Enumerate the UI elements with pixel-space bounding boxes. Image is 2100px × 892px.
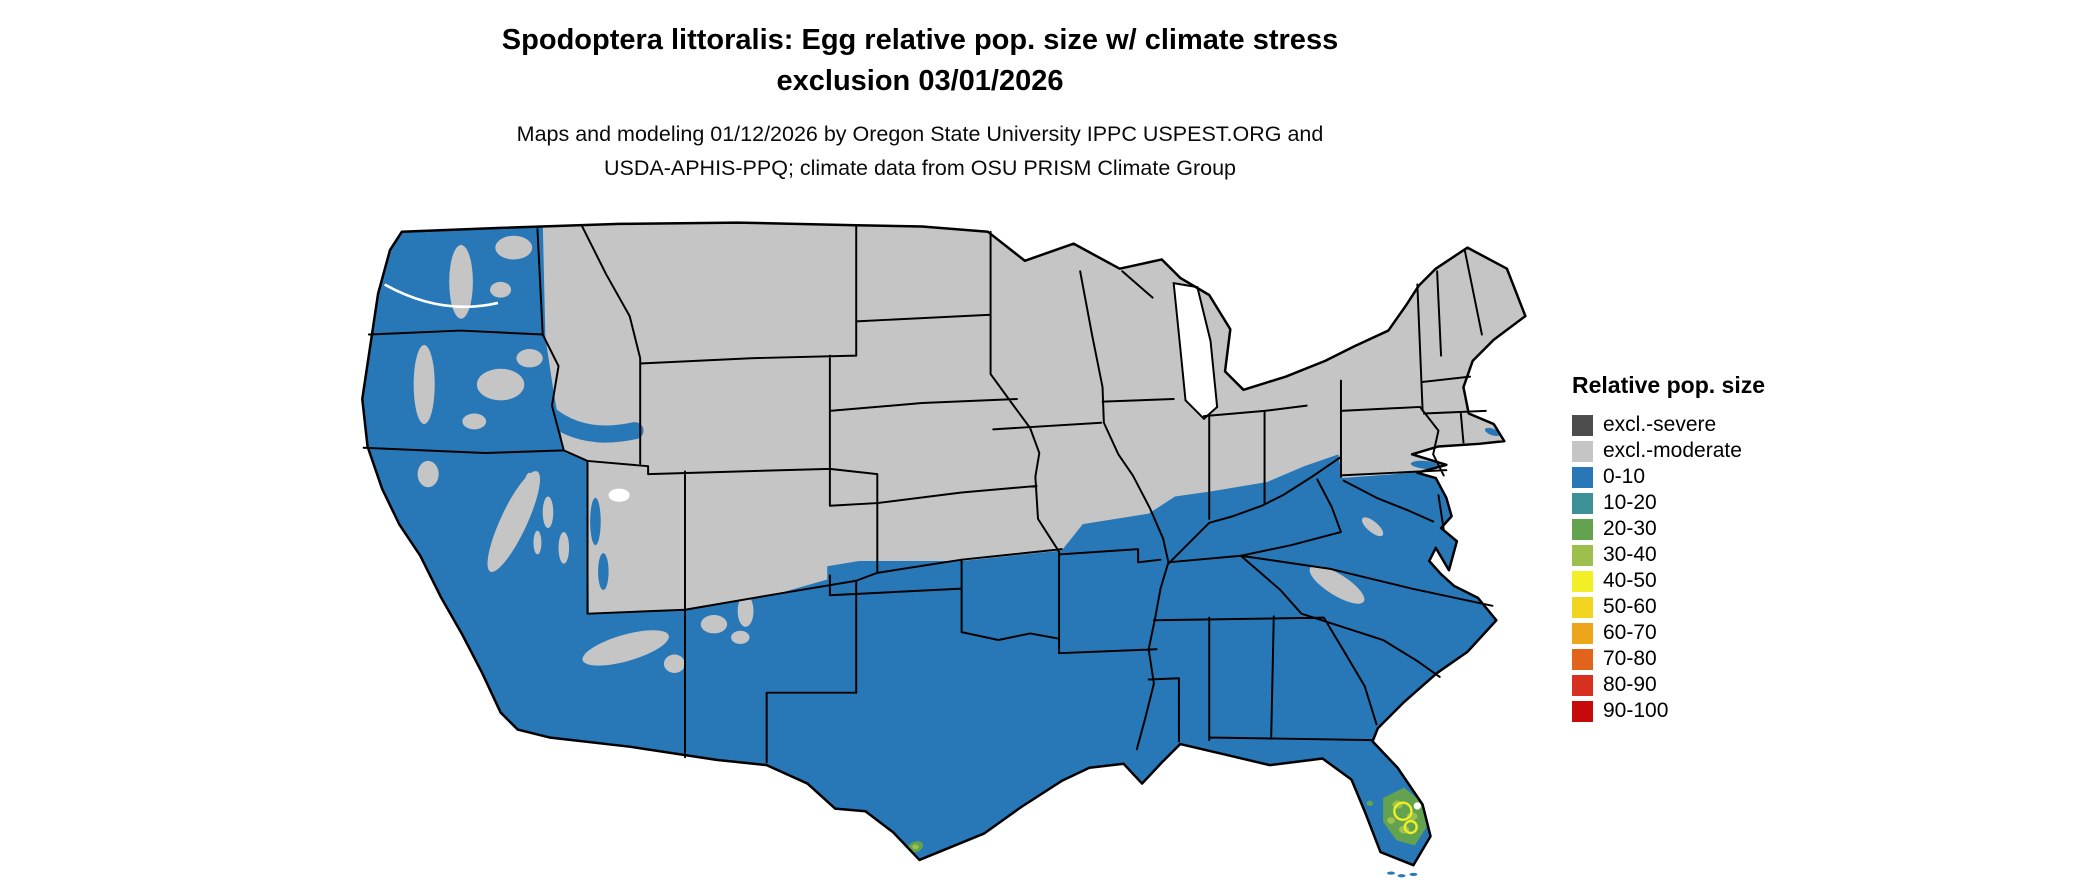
lake-michigan — [1172, 281, 1219, 421]
legend-item-10-20: 10-20 — [1572, 490, 1765, 516]
legend-label: 50-60 — [1603, 595, 1657, 618]
legend-item-80-90: 80-90 — [1572, 672, 1765, 698]
legend-swatch — [1572, 674, 1593, 696]
legend-label: 70-80 — [1603, 647, 1657, 670]
legend-item-20-30: 20-30 — [1572, 516, 1765, 542]
legend-label: 10-20 — [1603, 491, 1657, 514]
legend-swatch — [1572, 700, 1593, 722]
legend-item-50-60: 50-60 — [1572, 594, 1765, 620]
legend-title: Relative pop. size — [1572, 372, 1766, 398]
exclusion-patches — [413, 235, 1384, 673]
legend-label: 0-10 — [1603, 465, 1646, 488]
legend-swatch — [1572, 492, 1593, 514]
page-title-line1: Spodoptera littoralis: Egg relative pop.… — [501, 24, 1339, 56]
legend-label: 40-50 — [1603, 569, 1657, 592]
subtitle-line2: USDA-APHIS-PPQ; climate data from OSU PR… — [603, 155, 1237, 180]
us-outline — [361, 221, 1527, 867]
us-map-svg — [361, 221, 1527, 878]
legend-label: 80-90 — [1603, 673, 1657, 696]
legend: Relative pop. size excl.-severe excl.-mo… — [1572, 372, 1765, 724]
florida-hotspot — [1366, 787, 1427, 846]
legend-item-excl-moderate: excl.-moderate — [1572, 438, 1765, 464]
lake-okeechobee — [1413, 802, 1422, 810]
legend-swatch — [1572, 622, 1593, 644]
legend-swatch — [1572, 544, 1593, 566]
texas-hotspot — [907, 841, 924, 853]
legend-label: 90-100 — [1603, 699, 1669, 722]
legend-swatch — [1572, 648, 1593, 670]
subtitle-block: Maps and modeling 01/12/2026 by Oregon S… — [0, 118, 1840, 185]
legend-item-90-100: 90-100 — [1572, 698, 1765, 724]
legend-label: excl.-moderate — [1603, 439, 1742, 462]
great-salt-lake — [608, 488, 630, 502]
legend-item-30-40: 30-40 — [1572, 542, 1765, 568]
legend-item-excl-severe: excl.-severe — [1572, 412, 1765, 438]
utah-valley-specks — [590, 497, 609, 590]
legend-item-40-50: 40-50 — [1572, 568, 1765, 594]
title-block: Spodoptera littoralis: Egg relative pop.… — [0, 20, 1840, 185]
legend-swatch — [1572, 466, 1593, 488]
legend-label: 30-40 — [1603, 543, 1657, 566]
state-borders — [362, 225, 1494, 764]
page-title-line2: exclusion 03/01/2026 — [776, 65, 1064, 98]
legend-swatch — [1572, 440, 1593, 462]
legend-item-0-10: 0-10 — [1572, 464, 1765, 490]
legend-swatch — [1572, 596, 1593, 618]
legend-label: 20-30 — [1603, 517, 1657, 540]
legend-swatch — [1572, 414, 1593, 436]
subtitle-line1: Maps and modeling 01/12/2026 by Oregon S… — [516, 122, 1324, 147]
legend-label: excl.-severe — [1603, 413, 1717, 436]
legend-swatch — [1572, 518, 1593, 540]
legend-item-60-70: 60-70 — [1572, 620, 1765, 646]
legend-label: 60-70 — [1603, 621, 1657, 644]
us-map — [303, 216, 1528, 881]
legend-item-70-80: 70-80 — [1572, 646, 1765, 672]
legend-swatch — [1572, 570, 1593, 592]
columbia-river — [384, 283, 499, 309]
florida-keys — [1387, 871, 1418, 878]
